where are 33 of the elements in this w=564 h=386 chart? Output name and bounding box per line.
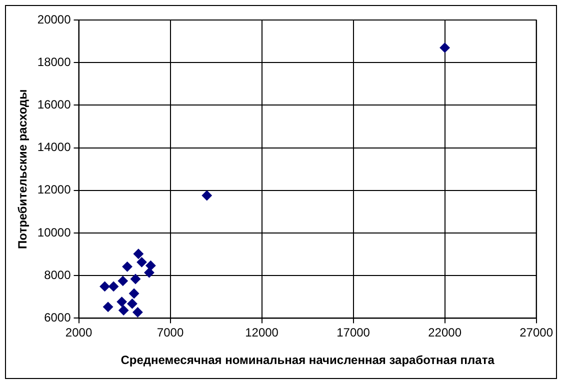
x-axis-title: Среднемесячная номинальная начисленная заработная плата [120, 353, 495, 368]
point [132, 307, 143, 318]
x-tick-label: 22000 [428, 326, 462, 340]
y-tick-label: 8000 [44, 268, 72, 282]
point [100, 281, 110, 292]
y-tick-label: 20000 [37, 12, 72, 26]
x-tick-label: 27000 [520, 326, 554, 340]
x-tick-label: 12000 [245, 326, 279, 340]
point [103, 302, 114, 312]
x-tick-label: 17000 [336, 326, 370, 340]
point [202, 190, 212, 201]
point [127, 298, 138, 309]
point [133, 248, 144, 259]
x-tick-label: 2000 [65, 326, 92, 340]
point [130, 274, 141, 284]
point [118, 305, 129, 316]
point [136, 257, 147, 268]
y-axis-title: Потребительские расходы [16, 89, 30, 249]
point [129, 288, 140, 298]
point [144, 268, 154, 278]
point [108, 281, 119, 292]
y-tick-label: 10000 [37, 225, 72, 240]
y-tick-label: 14000 [37, 140, 72, 154]
point [146, 260, 156, 271]
y-tick-label: 16000 [37, 98, 72, 112]
point [118, 276, 128, 286]
y-tick-label: 18000 [37, 54, 72, 69]
y-tick-label: 12000 [37, 182, 72, 197]
point [116, 296, 127, 307]
point [440, 42, 450, 53]
point [122, 262, 132, 272]
x-tick-label: 7000 [156, 326, 184, 340]
y-tick-label: 6000 [44, 310, 72, 325]
